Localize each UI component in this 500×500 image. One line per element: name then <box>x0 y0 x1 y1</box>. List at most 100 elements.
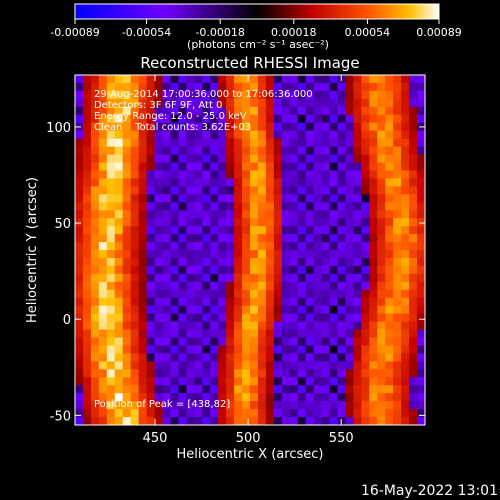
heatmap-pixel <box>329 329 338 338</box>
heatmap-pixel <box>417 257 426 267</box>
heatmap-pixel <box>385 162 394 171</box>
heatmap-pixel <box>377 273 386 283</box>
heatmap-pixel <box>361 361 370 370</box>
heatmap-pixel <box>329 321 338 331</box>
heatmap-pixel <box>297 257 307 267</box>
heatmap-pixel <box>417 377 426 386</box>
heatmap-pixel <box>250 138 259 148</box>
heatmap-pixel <box>257 329 267 338</box>
heatmap-pixel <box>337 353 346 362</box>
heatmap-pixel <box>90 162 100 171</box>
heatmap-pixel <box>313 154 323 163</box>
heatmap-pixel <box>218 337 227 346</box>
heatmap-pixel <box>329 170 338 179</box>
heatmap-pixel <box>393 297 402 307</box>
heatmap-pixel <box>377 122 386 132</box>
heatmap-pixel <box>329 361 338 370</box>
heatmap-pixel <box>106 377 116 386</box>
heatmap-pixel <box>417 146 426 156</box>
heatmap-pixel <box>297 353 307 362</box>
heatmap-pixel <box>305 321 315 331</box>
heatmap-pixel <box>385 385 394 394</box>
heatmap-pixel <box>218 114 227 124</box>
heatmap-pixel <box>321 257 331 267</box>
heatmap-pixel <box>122 337 132 346</box>
heatmap-pixel <box>194 170 203 179</box>
heatmap-pixel <box>377 257 386 267</box>
heatmap-pixel <box>313 273 323 283</box>
heatmap-pixel <box>75 337 84 346</box>
heatmap-pixel <box>257 393 267 402</box>
heatmap-pixel <box>337 226 346 235</box>
heatmap-pixel <box>130 138 140 148</box>
heatmap-pixel <box>130 82 140 92</box>
heatmap-pixel <box>75 138 84 148</box>
heatmap-pixel <box>234 178 243 187</box>
heatmap-pixel <box>218 265 227 275</box>
heatmap-pixel <box>218 313 227 323</box>
heatmap-pixel <box>305 329 315 338</box>
heatmap-pixel <box>202 321 211 331</box>
heatmap-pixel <box>329 393 338 402</box>
heatmap-pixel <box>313 409 323 418</box>
heatmap-pixel <box>329 130 338 140</box>
heatmap-pixel <box>369 82 378 92</box>
heatmap-pixel <box>170 114 179 124</box>
heatmap-pixel <box>417 337 426 346</box>
heatmap-pixel <box>210 250 219 259</box>
heatmap-pixel <box>361 369 370 378</box>
heatmap-pixel <box>90 417 100 426</box>
heatmap-pixel <box>369 154 378 163</box>
heatmap-pixel <box>130 226 140 235</box>
heatmap-pixel <box>202 186 211 195</box>
heatmap-pixel <box>337 273 346 283</box>
heatmap-pixel <box>281 297 291 307</box>
heatmap-pixel <box>337 345 346 354</box>
heatmap-pixel <box>194 281 203 291</box>
heatmap-pixel <box>265 393 275 402</box>
heatmap-pixel <box>345 417 354 426</box>
heatmap-pixel <box>122 369 132 378</box>
heatmap-pixel <box>234 162 243 171</box>
heatmap-pixel <box>114 250 124 259</box>
heatmap-pixel <box>385 377 394 386</box>
heatmap-pixel <box>138 106 148 116</box>
heatmap-pixel <box>114 369 124 378</box>
heatmap-pixel <box>130 257 140 267</box>
heatmap-pixel <box>234 361 243 370</box>
heatmap-pixel <box>82 353 92 362</box>
heatmap-pixel <box>257 226 267 235</box>
heatmap-pixel <box>82 162 92 171</box>
heatmap-pixel <box>329 162 338 171</box>
heatmap-pixel <box>234 242 243 251</box>
heatmap-pixel <box>194 289 203 299</box>
heatmap-pixel <box>146 186 156 195</box>
heatmap-pixel <box>297 361 307 370</box>
heatmap-pixel <box>154 226 163 235</box>
heatmap-pixel <box>393 138 402 148</box>
heatmap-pixel <box>146 273 156 283</box>
heatmap-pixel <box>329 194 338 203</box>
heatmap-pixel <box>250 186 259 195</box>
heatmap-pixel <box>234 369 243 378</box>
heatmap-pixel <box>114 242 124 251</box>
heatmap-pixel <box>273 162 283 171</box>
heatmap-pixel <box>82 401 92 410</box>
heatmap-pixel <box>321 170 331 179</box>
heatmap-pixel <box>377 289 386 299</box>
heatmap-pixel <box>377 178 386 187</box>
heatmap-pixel <box>257 82 267 92</box>
heatmap-pixel <box>154 345 163 354</box>
heatmap-pixel <box>154 417 163 426</box>
heatmap-pixel <box>218 122 227 132</box>
heatmap-pixel <box>202 401 211 410</box>
heatmap-pixel <box>210 257 219 267</box>
heatmap-pixel <box>170 321 179 331</box>
heatmap-pixel <box>98 417 108 426</box>
heatmap-pixel <box>250 90 259 100</box>
heatmap-pixel <box>162 297 171 307</box>
heatmap-pixel <box>385 257 394 267</box>
heatmap-pixel <box>90 210 100 219</box>
heatmap-pixel <box>289 305 299 315</box>
heatmap-pixel <box>401 385 410 394</box>
